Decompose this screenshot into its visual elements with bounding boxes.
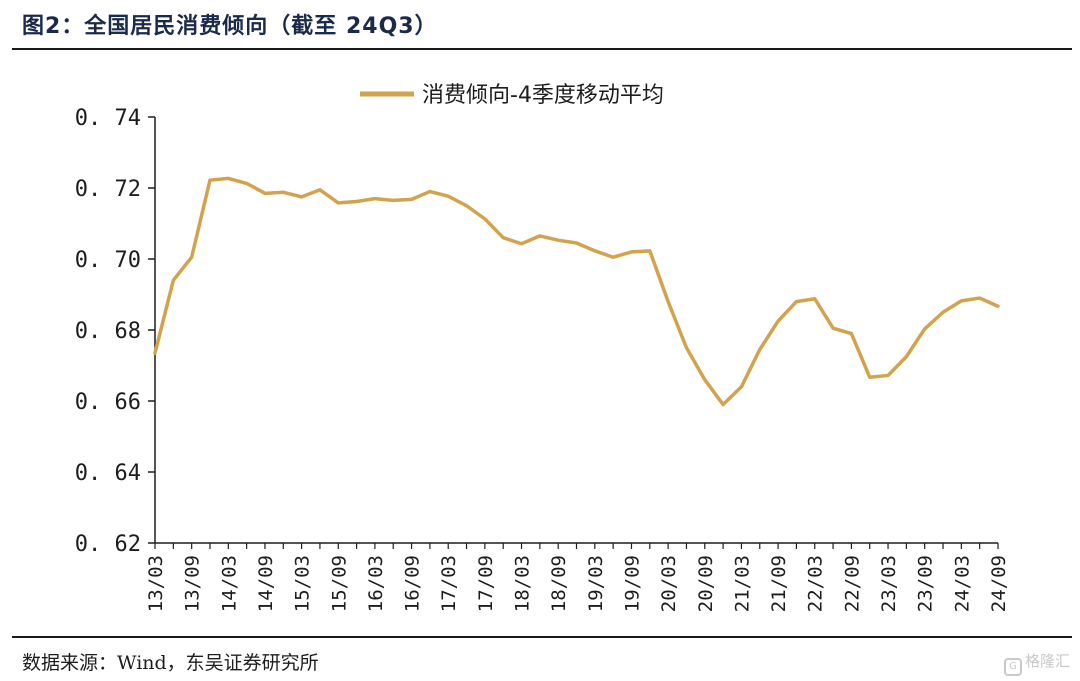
data-point: [796, 301, 797, 302]
x-tick-label: 15/09: [328, 555, 350, 612]
data-point: [961, 300, 962, 301]
y-axis: 0. 62 0. 64 0. 66 0. 68 0. 70 0. 72 0. 74: [75, 106, 156, 557]
data-point: [686, 347, 687, 348]
data-point: [283, 192, 284, 193]
y-tick-label: 0. 72: [75, 177, 141, 202]
plot-area: [153, 176, 1000, 407]
data-point: [869, 377, 870, 378]
data-point: [851, 333, 852, 334]
data-point: [191, 257, 192, 258]
data-point: [668, 301, 669, 302]
data-point: [319, 189, 320, 190]
x-tick-label: 24/03: [951, 555, 973, 612]
y-tick-label: 0. 68: [75, 319, 141, 344]
x-tick-label: 21/09: [768, 555, 790, 612]
data-point: [613, 257, 614, 258]
x-tick-label: 18/09: [548, 555, 570, 612]
data-point: [301, 196, 302, 197]
data-point: [759, 349, 760, 350]
data-point: [155, 353, 156, 354]
x-tick-label: 16/03: [365, 555, 387, 612]
data-point: [906, 356, 907, 357]
data-point: [484, 218, 485, 219]
series-line: [153, 176, 1000, 407]
x-tick-label: 22/09: [841, 555, 863, 612]
y-tick-label: 0. 66: [75, 390, 141, 415]
x-axis: 13/03 13/09 14/03 14/09 15/03 15/09 16/03 16/09…: [145, 542, 1010, 612]
data-point: [778, 321, 779, 322]
x-tick-label: 23/03: [878, 555, 900, 612]
data-point: [594, 250, 595, 251]
data-point: [429, 191, 430, 192]
x-tick-label: 24/09: [988, 555, 1010, 612]
data-point: [374, 198, 375, 199]
data-point: [704, 379, 705, 380]
data-point: [924, 328, 925, 329]
x-tick-label: 23/09: [915, 555, 937, 612]
x-tick-label: 19/09: [621, 555, 643, 612]
watermark-text: 格隆汇: [1024, 652, 1070, 670]
x-tick-label: 13/09: [182, 555, 204, 612]
data-point: [466, 205, 467, 206]
top-rule: [12, 48, 1072, 50]
data-point: [411, 199, 412, 200]
source-note: 数据来源：Wind，东吴证券研究所: [22, 652, 319, 674]
x-tick-label: 17/03: [438, 555, 460, 612]
data-point: [264, 193, 265, 194]
bottom-rule: [12, 636, 1072, 638]
x-tick-label: 18/03: [512, 555, 534, 612]
data-point: [209, 180, 210, 181]
legend-label: 消费倾向-4季度移动平均: [422, 83, 664, 108]
watermark: G 格隆汇: [1003, 650, 1070, 676]
data-point: [521, 243, 522, 244]
legend: 消费倾向-4季度移动平均: [360, 83, 664, 108]
data-point: [741, 386, 742, 387]
data-point: [814, 298, 815, 299]
data-point: [558, 240, 559, 241]
x-tick-label: 17/09: [475, 555, 497, 612]
x-tick-label: 22/03: [805, 555, 827, 612]
data-point: [576, 243, 577, 244]
data-point: [631, 251, 632, 252]
data-point: [503, 237, 504, 238]
data-point: [888, 375, 889, 376]
y-tick-label: 0. 62: [75, 532, 141, 557]
data-point: [649, 250, 650, 251]
x-tick-label: 13/03: [145, 555, 167, 612]
y-tick-label: 0. 64: [75, 461, 141, 486]
data-point: [943, 312, 944, 313]
x-tick-label: 14/03: [218, 555, 240, 612]
x-tick-label: 20/03: [658, 555, 680, 612]
data-point: [228, 178, 229, 179]
data-point: [173, 280, 174, 281]
data-point: [356, 201, 357, 202]
x-tick-label: 21/03: [731, 555, 753, 612]
data-point: [723, 404, 724, 405]
data-point: [998, 306, 999, 307]
data-point: [833, 328, 834, 329]
figure-title: 图2：全国居民消费倾向（截至 24Q3）: [22, 14, 438, 39]
x-tick-label: 15/03: [292, 555, 314, 612]
y-tick-label: 0. 74: [75, 106, 141, 131]
data-point: [393, 200, 394, 201]
x-tick-label: 20/09: [695, 555, 717, 612]
data-point: [246, 183, 247, 184]
x-tick-label: 14/09: [255, 555, 277, 612]
data-point: [338, 202, 339, 203]
data-point: [979, 298, 980, 299]
data-point: [448, 196, 449, 197]
data-point: [539, 235, 540, 236]
x-tick-label: 16/09: [402, 555, 424, 612]
x-tick-label: 19/03: [585, 555, 607, 612]
y-tick-label: 0. 70: [75, 248, 141, 273]
watermark-logo-icon: G: [1003, 658, 1022, 676]
